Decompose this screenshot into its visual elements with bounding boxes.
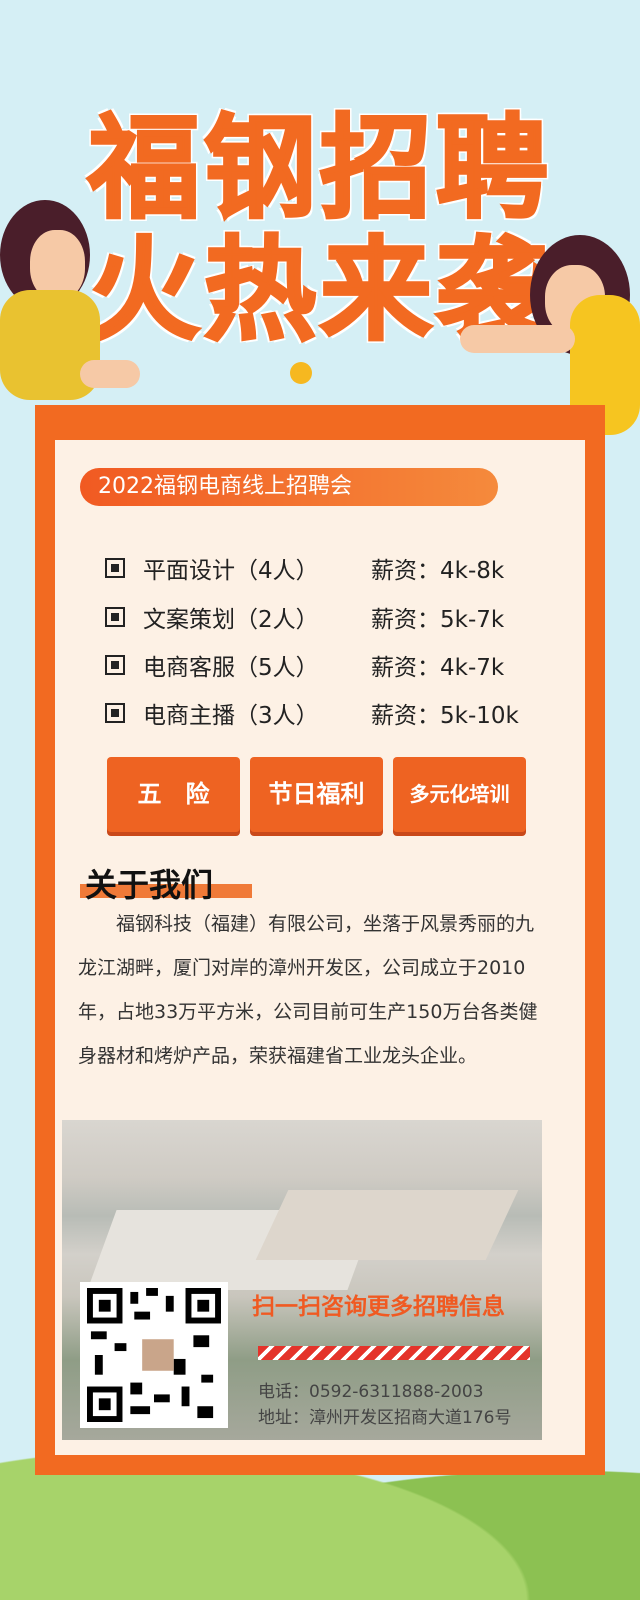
phone-text: 电话：0592-6311888-2003 [258, 1382, 484, 1402]
benefit-holiday: 节日福利 [250, 757, 383, 832]
job-salary: 薪资：4k-8k [371, 558, 505, 584]
checkbox-icon [105, 703, 125, 723]
job-name: 电商主播（3人） [143, 703, 319, 729]
decor-dot [290, 362, 312, 384]
job-salary: 薪资：5k-10k [371, 703, 519, 729]
job-item: 文案策划（2人） 薪资：5k-7k [105, 602, 565, 633]
benefit-training: 多元化培训 [393, 757, 526, 832]
job-salary: 薪资：4k-7k [371, 655, 505, 681]
about-text: 福钢科技（福建）有限公司，坐落于风景秀丽的九龙江湖畔，厦门对岸的漳州开发区，公司… [78, 913, 538, 1067]
job-item: 电商主播（3人） 薪资：5k-10k [105, 698, 565, 729]
job-item: 平面设计（4人） 薪资：4k-8k [105, 553, 565, 584]
character-left [0, 200, 150, 410]
job-salary: 薪资：5k-7k [371, 607, 505, 633]
event-banner: 2022福钢电商线上招聘会 [80, 468, 498, 506]
job-item: 电商客服（5人） 薪资：4k-7k [105, 650, 565, 681]
heading-highlight [80, 884, 252, 898]
job-name: 文案策划（2人） [143, 607, 319, 633]
character-right [450, 235, 640, 445]
benefit-insurance: 五 险 [107, 757, 240, 832]
stripe-divider [258, 1346, 530, 1360]
job-name: 电商客服（5人） [143, 655, 319, 681]
qr-code [80, 1282, 228, 1428]
about-heading: 关于我们 [85, 866, 214, 904]
title-line-1: 福钢招聘 [87, 103, 552, 236]
job-name: 平面设计（4人） [143, 558, 319, 584]
scan-prompt: 扫一扫咨询更多招聘信息 [252, 1294, 505, 1320]
checkbox-icon [105, 607, 125, 627]
address-text: 地址：漳州开发区招商大道176号 [258, 1408, 512, 1428]
checkbox-icon [105, 558, 125, 578]
checkbox-icon [105, 655, 125, 675]
